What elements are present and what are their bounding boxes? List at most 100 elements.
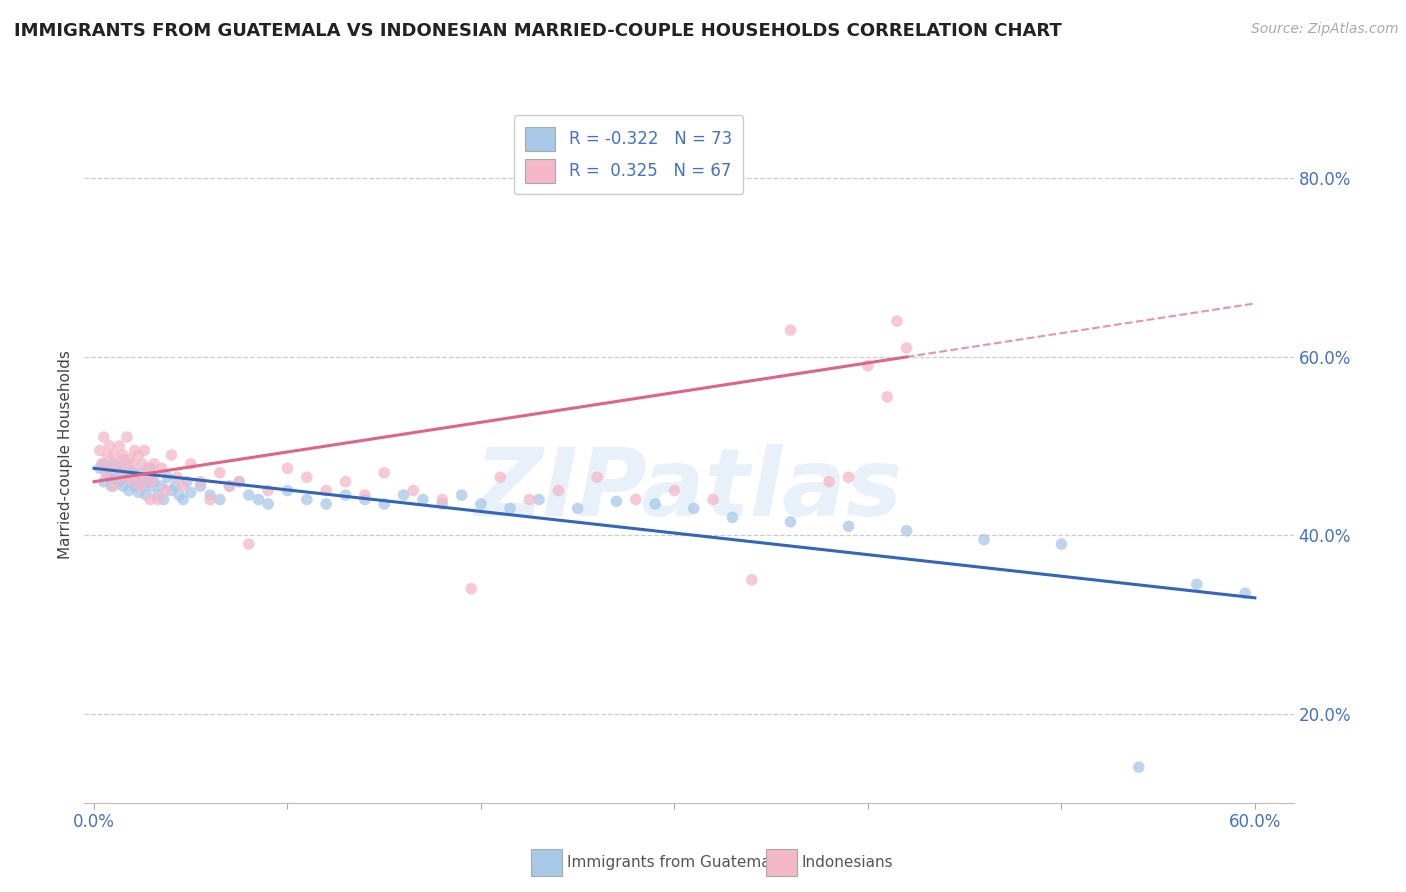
Text: IMMIGRANTS FROM GUATEMALA VS INDONESIAN MARRIED-COUPLE HOUSEHOLDS CORRELATION CH: IMMIGRANTS FROM GUATEMALA VS INDONESIAN … [14, 22, 1062, 40]
Point [131, 475, 153, 489]
Point [105, 457, 128, 471]
Point [838, 470, 860, 484]
Point [208, 492, 231, 507]
Point [624, 492, 647, 507]
Point [489, 470, 512, 484]
Point [136, 461, 159, 475]
Point [118, 461, 141, 475]
Point [143, 475, 166, 489]
Point [134, 443, 156, 458]
Point [257, 483, 280, 498]
Point [90, 457, 112, 471]
Point [779, 323, 801, 337]
Point [139, 492, 162, 507]
Point [605, 494, 627, 508]
Point [392, 488, 415, 502]
Point [335, 488, 357, 502]
Point [190, 479, 212, 493]
Point [247, 492, 270, 507]
Point [354, 492, 377, 507]
Point [295, 492, 318, 507]
Point [190, 475, 212, 489]
Point [93, 475, 115, 489]
Point [818, 475, 841, 489]
Point [103, 457, 125, 471]
Point [228, 475, 250, 489]
Point [93, 457, 115, 471]
Point [335, 475, 357, 489]
Point [180, 485, 202, 500]
Legend: R = -0.322   N = 73, R =  0.325   N = 67: R = -0.322 N = 73, R = 0.325 N = 67 [513, 115, 744, 194]
Text: ZIPatlas: ZIPatlas [475, 443, 903, 536]
Point [586, 470, 609, 484]
Point [176, 475, 198, 489]
Point [499, 501, 522, 516]
Text: Indonesians: Indonesians [801, 855, 893, 870]
Point [470, 497, 492, 511]
Point [682, 501, 704, 516]
Point [118, 452, 141, 467]
Point [198, 488, 221, 502]
Point [146, 488, 169, 502]
Point [89, 461, 111, 475]
Point [354, 488, 377, 502]
Point [155, 483, 177, 498]
Point [373, 497, 395, 511]
Point [165, 479, 187, 493]
Point [238, 488, 260, 502]
Point [856, 359, 879, 373]
Point [103, 470, 125, 484]
Text: Source: ZipAtlas.com: Source: ZipAtlas.com [1251, 22, 1399, 37]
Point [135, 470, 157, 484]
Point [876, 390, 898, 404]
Point [108, 475, 131, 489]
Point [114, 470, 136, 484]
Point [115, 430, 138, 444]
Point [228, 475, 250, 489]
Point [118, 483, 141, 498]
Point [139, 461, 162, 475]
Point [567, 501, 589, 516]
Point [97, 466, 120, 480]
Point [276, 461, 298, 475]
Point [373, 466, 395, 480]
Point [120, 473, 142, 487]
Point [124, 479, 146, 493]
Point [120, 475, 142, 489]
Point [141, 479, 163, 493]
Point [129, 479, 152, 493]
Point [1234, 586, 1257, 600]
Point [108, 439, 131, 453]
Point [315, 483, 337, 498]
Point [517, 492, 540, 507]
Point [112, 479, 135, 493]
Point [131, 457, 153, 471]
Point [1185, 577, 1208, 591]
Point [432, 497, 454, 511]
Point [450, 488, 472, 502]
Point [896, 341, 918, 355]
Point [167, 488, 190, 502]
Point [315, 497, 337, 511]
Point [124, 443, 146, 458]
Point [160, 448, 183, 462]
Point [1128, 760, 1150, 774]
Point [112, 452, 135, 467]
Point [110, 466, 132, 480]
Point [702, 492, 724, 507]
Point [973, 533, 995, 547]
Point [128, 485, 150, 500]
Point [134, 479, 156, 493]
Point [527, 492, 550, 507]
Point [460, 582, 482, 596]
Point [160, 483, 183, 498]
Point [295, 470, 318, 484]
Point [103, 479, 125, 493]
Point [180, 457, 202, 471]
Point [94, 466, 117, 480]
Point [121, 457, 143, 471]
Y-axis label: Married-couple Households: Married-couple Households [58, 351, 73, 559]
Point [98, 470, 121, 484]
Point [721, 510, 744, 524]
Point [198, 492, 221, 507]
